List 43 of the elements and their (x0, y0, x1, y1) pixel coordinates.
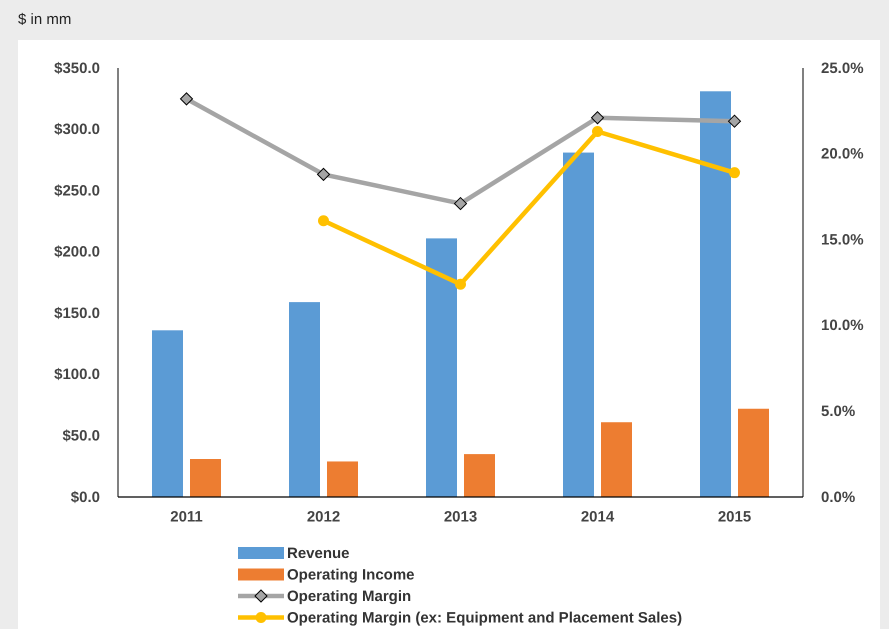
bar (327, 461, 358, 497)
point (318, 215, 329, 226)
bar (700, 91, 731, 497)
bar (289, 302, 320, 497)
bar (152, 330, 183, 497)
point (180, 92, 193, 106)
y2-tick-label: 25.0% (821, 60, 864, 77)
legend-label: Operating Margin (287, 588, 412, 605)
legend-label: Operating Margin (ex: Equipment and Placement Sales) (287, 610, 682, 626)
legend-label: Operating Income (287, 566, 415, 584)
y-tick-label: $300.0 (54, 121, 100, 138)
text: $ in mm (18, 11, 72, 28)
y-tick-label: $100.0 (54, 366, 100, 384)
point (592, 126, 603, 137)
y-tick-label: $150.0 (54, 304, 100, 322)
x-tick-label: 2011 (170, 508, 203, 526)
x-tick-label: 2015 (718, 508, 752, 526)
x-tick-label: 2014 (580, 508, 615, 526)
bar (601, 422, 632, 497)
legend-label: Revenue (287, 545, 350, 562)
point (729, 167, 740, 178)
y2-tick-label: 10.0% (821, 317, 864, 334)
x-tick-label: 2013 (444, 508, 478, 526)
x-tick-label: 2012 (306, 508, 340, 526)
bar (563, 152, 594, 497)
bar (738, 408, 769, 497)
point (455, 278, 466, 290)
bar (464, 454, 495, 497)
point (591, 111, 604, 124)
y2-tick-label: 20.0% (821, 146, 864, 163)
y-tick-label: $0.0 (70, 488, 100, 506)
bar (426, 238, 457, 497)
y2-tick-label: 5.0% (821, 403, 856, 420)
y2-tick-label: 0.0% (821, 488, 856, 506)
y-tick-label: $200.0 (54, 244, 100, 261)
point (454, 197, 467, 210)
y-tick-label: $50.0 (62, 428, 100, 445)
y-tick-label: $350.0 (54, 60, 100, 77)
point (317, 168, 330, 181)
y-tick-label: $250.0 (54, 182, 100, 200)
y2-tick-label: 15.0% (821, 231, 864, 248)
bar (190, 459, 221, 497)
point (728, 114, 741, 128)
